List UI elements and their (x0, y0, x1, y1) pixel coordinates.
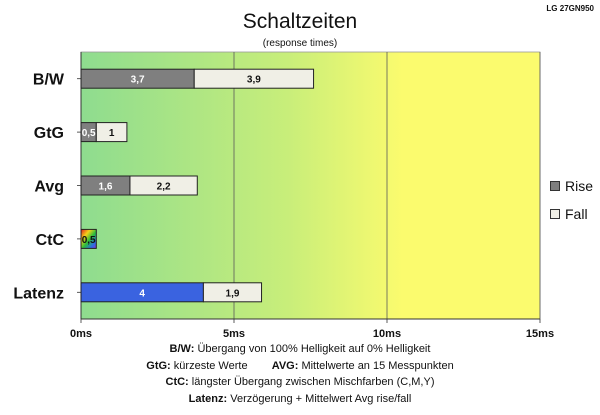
legend-swatch-rise (550, 181, 560, 191)
category-label: Avg (34, 179, 64, 196)
data-label: 1,6 (99, 182, 113, 193)
legend-swatch-fall (550, 209, 560, 219)
data-label: 2,2 (157, 182, 171, 193)
data-label: 4 (139, 288, 145, 299)
x-tick-label: 0ms (70, 328, 92, 340)
footnote-avg-key: AVG: (271, 359, 299, 372)
footnote-gtg-text: kürzeste Werte (173, 359, 248, 372)
footnote-latenz-text: Verzögerung + Mittelwert Avg rise/fall (230, 392, 412, 405)
category-label: Latenz (13, 285, 64, 302)
bar-fall (193, 68, 315, 89)
x-tick-label: 10ms (373, 328, 401, 340)
footnote-latenz-key: Latenz: (188, 392, 228, 405)
footnote-ctc: CtC: längster Übergang zwischen Mischfar… (60, 374, 540, 391)
category-label: CtC (36, 232, 65, 249)
data-label: 3,9 (247, 75, 261, 86)
data-label: 0,5 (82, 128, 96, 139)
footnote-ctc-key: CtC: (165, 376, 189, 388)
legend-item-fall: Fall (550, 205, 593, 223)
legend-label-fall: Fall (565, 206, 588, 222)
x-tick-label: 15ms (526, 328, 554, 340)
data-label: 0,5 (82, 235, 96, 246)
data-label: 3,7 (131, 75, 145, 86)
category-label: B/W (33, 72, 65, 89)
chart-subtitle: (response times) (263, 38, 337, 49)
data-label: 1 (109, 128, 115, 139)
bar-rise (80, 228, 97, 249)
bar-fall (95, 122, 128, 143)
footnote-gtg-key: GtG: (146, 359, 171, 372)
chart-title: Schaltzeiten (243, 10, 357, 33)
legend: Rise Fall (550, 177, 593, 233)
corner-label: LG 27GN950 (546, 4, 594, 13)
category-label: GtG (34, 125, 64, 142)
footnote-latenz: Latenz: Verzögerung + Mittelwert Avg ris… (60, 391, 540, 408)
footnote-bw-text: Übergang von 100% Helligkeit auf 0% Hell… (197, 343, 431, 355)
legend-item-rise: Rise (550, 177, 593, 195)
footnote-gtg-avg: GtG: kürzeste Werte AVG: Mittelwerte an … (60, 358, 540, 375)
footnote-bw: B/W: Übergang von 100% Helligkeit auf 0%… (60, 341, 540, 358)
x-tick-label: 5ms (223, 328, 245, 340)
footnote-ctc-text: längster Übergang zwischen Mischfarben (… (191, 376, 435, 388)
data-label: 1,9 (226, 288, 240, 299)
footnote-avg-text: Mittelwerte an 15 Messpunkten (301, 359, 454, 372)
legend-label-rise: Rise (565, 178, 594, 194)
footnotes: B/W: Übergang von 100% Helligkeit auf 0%… (60, 341, 540, 407)
footnote-bw-key: B/W: (169, 343, 195, 355)
bar-fall (129, 175, 198, 196)
bar-fall (202, 282, 263, 303)
